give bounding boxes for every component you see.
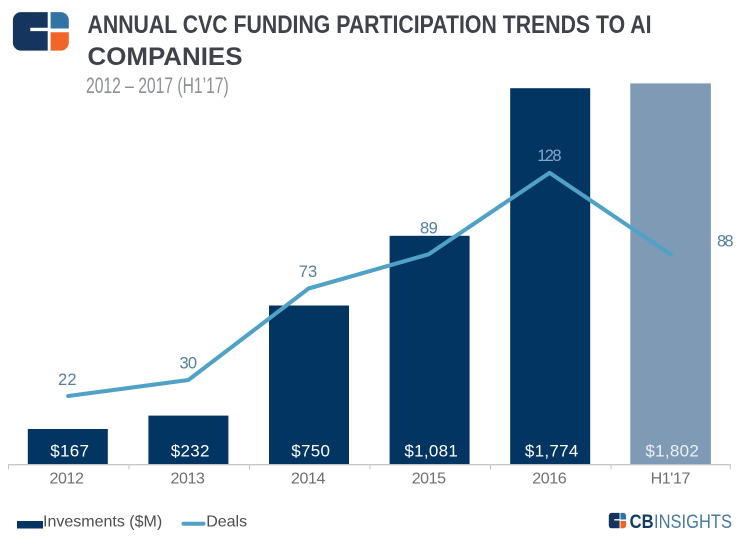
svg-text:$1,802: $1,802 (645, 441, 699, 460)
svg-text:22: 22 (58, 371, 77, 389)
svg-text:2014: 2014 (291, 470, 325, 487)
svg-text:Invesments ($M): Invesments ($M) (43, 513, 162, 530)
svg-text:2016: 2016 (532, 470, 566, 487)
svg-text:COMPANIES: COMPANIES (88, 43, 243, 71)
svg-text:$1,774: $1,774 (525, 441, 579, 460)
svg-text:CB: CB (630, 512, 654, 533)
svg-text:H1'17: H1'17 (651, 470, 691, 487)
svg-text:Deals: Deals (206, 513, 247, 530)
svg-text:88: 88 (717, 232, 734, 250)
svg-text:73: 73 (299, 263, 317, 281)
svg-text:89: 89 (420, 220, 438, 238)
svg-text:30: 30 (180, 354, 198, 372)
svg-text:INSIGHTS: INSIGHTS (654, 512, 732, 533)
svg-text:$232: $232 (171, 441, 210, 460)
svg-text:2015: 2015 (412, 470, 446, 487)
svg-text:$167: $167 (50, 441, 89, 460)
svg-text:2013: 2013 (171, 470, 205, 487)
svg-text:ANNUAL CVC FUNDING PARTICIPATI: ANNUAL CVC FUNDING PARTICIPATION TRENDS … (88, 11, 652, 39)
svg-text:128: 128 (537, 147, 561, 165)
svg-text:2012 – 2017 (H1’17): 2012 – 2017 (H1’17) (86, 73, 229, 98)
svg-text:$1,081: $1,081 (404, 441, 458, 460)
svg-text:$750: $750 (291, 441, 330, 460)
svg-text:2012: 2012 (50, 470, 84, 487)
